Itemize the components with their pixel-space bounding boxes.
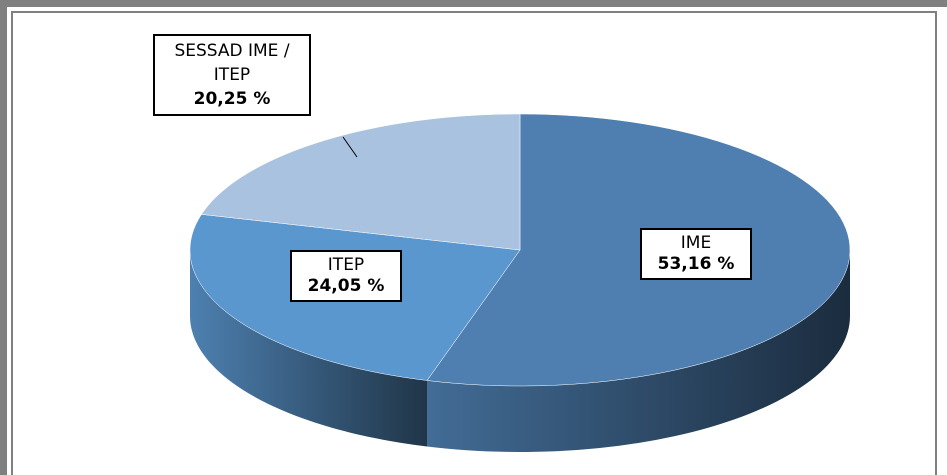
pie-side <box>427 250 850 452</box>
data-label: IME 53,16 % <box>640 228 752 280</box>
label-value: 20,25 % <box>193 89 271 109</box>
label-value: 24,05 % <box>307 276 385 296</box>
label-category: SESSAD IME / ITEP <box>174 41 290 85</box>
pie-slice <box>201 113 521 251</box>
label-category: ITEP <box>327 255 365 275</box>
leader-line <box>342 136 358 158</box>
data-label: SESSAD IME / ITEP 20,25 % <box>153 34 311 116</box>
pie-side <box>190 250 428 447</box>
pie-slice <box>426 113 851 387</box>
label-category: IME <box>680 233 712 253</box>
label-value: 53,16 % <box>657 254 735 274</box>
plot-frame <box>11 11 937 475</box>
chart <box>189 113 851 452</box>
data-label: ITEP 24,05 % <box>290 250 402 302</box>
